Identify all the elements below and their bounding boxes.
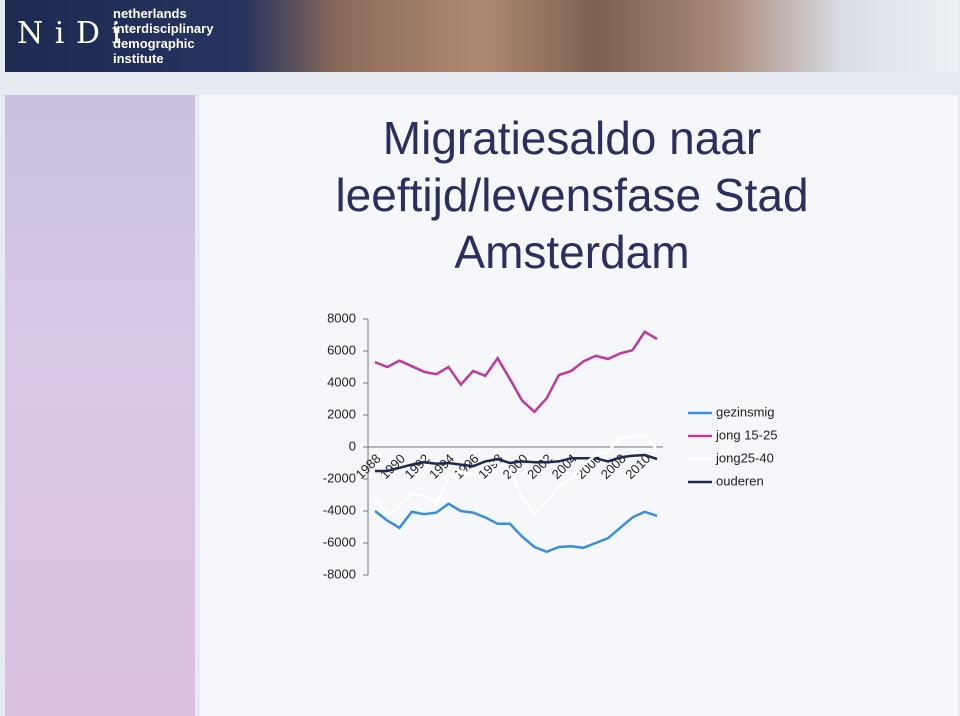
y-tick-label: 4000 <box>327 374 356 389</box>
content-area <box>200 95 958 716</box>
series-line <box>374 330 658 414</box>
y-tick-label: 0 <box>349 438 356 453</box>
x-tick-label: 2004 <box>549 451 580 482</box>
y-tick-label: -4000 <box>323 502 356 517</box>
institute-line: demographic <box>113 36 195 51</box>
y-tick-label: -6000 <box>323 534 356 549</box>
legend-label: gezinsmig <box>716 404 775 419</box>
x-tick-label: 2006 <box>573 451 604 482</box>
series-line <box>375 453 658 473</box>
y-tick-label: -8000 <box>323 566 356 581</box>
series-line <box>374 502 658 554</box>
institute-line: netherlands <box>113 6 187 21</box>
legend-label: jong 15-25 <box>715 427 777 442</box>
x-tick-label: 2002 <box>524 451 555 482</box>
y-tick-label: 2000 <box>327 406 356 421</box>
y-tick-label: -2000 <box>323 470 356 485</box>
institute-name: netherlands interdisciplinary demographi… <box>113 6 213 66</box>
x-tick-label: 1998 <box>475 451 506 482</box>
slide-title: Migratiesaldo naar leeftijd/levensfase S… <box>335 112 809 278</box>
x-tick-label: 2008 <box>598 451 629 482</box>
institute-line: interdisciplinary <box>113 21 214 36</box>
logo: N i D i <box>17 16 123 51</box>
y-tick-label: 6000 <box>327 342 356 357</box>
legend-label: ouderen <box>716 473 764 488</box>
institute-line: institute <box>113 51 164 66</box>
left-panel <box>5 95 195 716</box>
legend-label: jong25-40 <box>715 450 774 465</box>
y-tick-label: 8000 <box>327 310 356 325</box>
series-line <box>373 432 658 517</box>
banner: N i D i netherlands interdisciplinary de… <box>5 0 958 72</box>
